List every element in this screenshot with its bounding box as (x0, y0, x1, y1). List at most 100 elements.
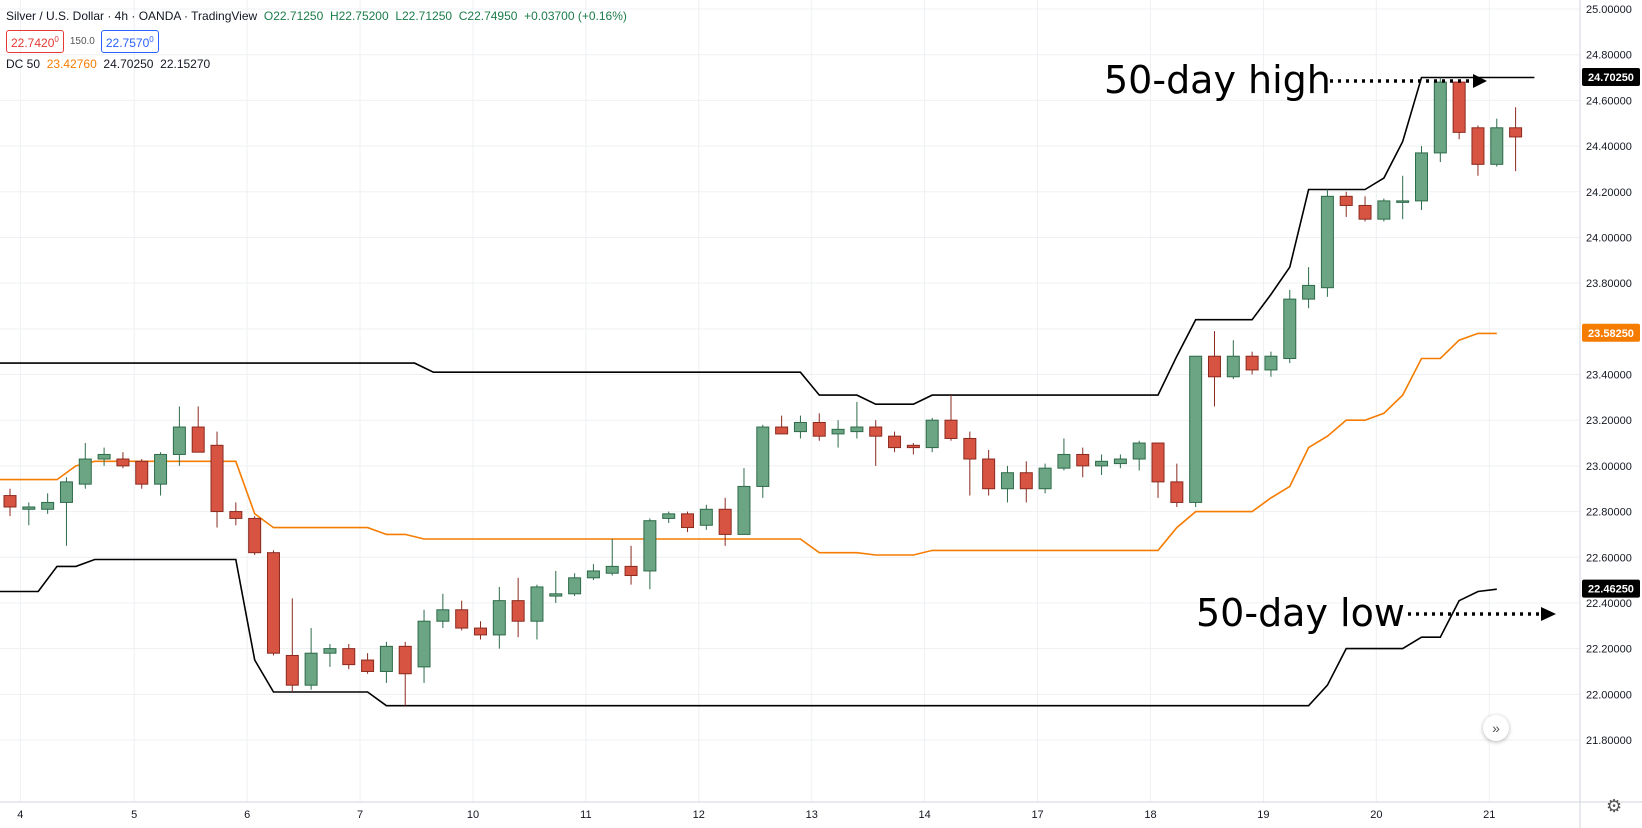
candle (455, 600, 469, 631)
price-axis-badge-label: 22.46250 (1588, 584, 1634, 596)
price-tick-label: 23.20000 (1586, 415, 1632, 427)
candle-body (436, 609, 450, 622)
candle-body (135, 460, 149, 485)
candle-body (1057, 453, 1071, 469)
candle (41, 493, 55, 514)
price-tick-label: 22.00000 (1586, 689, 1632, 701)
candle-body (1151, 442, 1165, 483)
open-value: O22.71250 (263, 9, 324, 23)
candle-body (191, 426, 205, 453)
candle-body (737, 485, 751, 535)
candle-body (1000, 472, 1014, 490)
candle-body (248, 517, 262, 554)
time-tick-label: 17 (1031, 809, 1043, 821)
candle-body (586, 570, 600, 579)
candle (492, 586, 506, 649)
candle (1396, 175, 1410, 220)
candle (229, 502, 243, 526)
candle-body (1038, 467, 1052, 490)
candle-body (3, 495, 17, 508)
candle (775, 415, 789, 435)
candle-body (1226, 355, 1240, 378)
sell-button[interactable]: 22.74200 (6, 30, 64, 53)
chart-grid (0, 0, 1580, 802)
candle-body (662, 513, 676, 519)
candle (1264, 351, 1278, 377)
candle-body (982, 458, 996, 490)
high-annotation-label: 50-day high (1104, 58, 1331, 102)
candle (737, 468, 751, 535)
indicator-lower-value: 22.15270 (160, 57, 211, 71)
candle-body (1264, 355, 1278, 371)
price-tick-label: 23.80000 (1586, 278, 1632, 290)
buy-price: 22.7570 (105, 36, 150, 50)
candle-body (1302, 284, 1316, 300)
candle (1245, 351, 1259, 375)
candle-body (1095, 460, 1109, 467)
candle (1076, 447, 1090, 478)
candle (586, 564, 600, 581)
time-tick-label: 21 (1483, 809, 1495, 821)
candle (1226, 340, 1240, 380)
candle-body (605, 565, 619, 574)
candle-body (455, 609, 469, 629)
candle (1038, 463, 1052, 494)
candle (1170, 463, 1184, 507)
candle (1019, 461, 1033, 503)
buy-button[interactable]: 22.75700 (100, 30, 159, 53)
candle (78, 443, 92, 489)
candle-body (775, 426, 789, 435)
price-axis[interactable]: 25.00000 24.80000 24.60000 24.40000 24.20000… (1579, 0, 1640, 828)
spread-value: 150.0 (69, 36, 95, 47)
candle-body (1170, 481, 1184, 503)
candle-body (549, 593, 563, 597)
candle-body (511, 600, 525, 622)
time-axis[interactable]: 4 5 6 7 10 11 12 13 14 17 18 19 20 21 (0, 801, 1642, 821)
price-axis-badge (1582, 67, 1640, 86)
price-axis-badge-label: 24.70250 (1588, 72, 1634, 84)
price-tick-label: 22.60000 (1586, 552, 1632, 564)
candle-body (285, 654, 299, 686)
candle (342, 644, 356, 670)
candle-body (172, 426, 186, 455)
high-value: H22.75200 (329, 9, 389, 23)
double-chevron-right-icon: » (1492, 720, 1500, 736)
candle (906, 443, 920, 455)
candle-body (1509, 127, 1523, 138)
candle-body (643, 520, 657, 572)
candle (210, 431, 224, 528)
candle (831, 420, 845, 448)
candle (963, 431, 977, 496)
candle (888, 431, 902, 453)
candle (1189, 355, 1203, 507)
indicator-legend[interactable]: DC 50 23.42760 24.70250 22.15270 (6, 57, 210, 71)
candle (1339, 191, 1353, 217)
candle (172, 406, 186, 466)
price-axis-badge (1582, 323, 1640, 342)
symbol-title[interactable]: Silver / U.S. Dollar · 4h · OANDA · Trad… (6, 9, 258, 23)
candle-body (530, 586, 544, 622)
scroll-to-realtime-button[interactable]: » (1483, 715, 1509, 741)
candle-body (1415, 152, 1428, 202)
sell-price-super: 0 (54, 35, 59, 44)
time-tick-label: 6 (244, 809, 250, 821)
candle-body (474, 627, 487, 636)
candle-body (361, 659, 375, 672)
candle (1415, 146, 1428, 211)
candle-body (1076, 453, 1090, 467)
candle (1000, 465, 1014, 503)
candle (135, 459, 149, 489)
candle (605, 538, 619, 576)
candle-body (1019, 472, 1033, 490)
candle (662, 511, 676, 523)
candle (97, 447, 111, 466)
time-tick-label: 11 (580, 809, 591, 821)
candle-body (963, 437, 977, 460)
price-tick-label: 24.00000 (1586, 232, 1632, 244)
candle (474, 621, 487, 640)
candle (530, 584, 544, 640)
candle (398, 641, 412, 706)
gear-icon[interactable]: ⚙ (1606, 796, 1623, 817)
annotations: 50-day high 50-day low (1104, 58, 1556, 635)
